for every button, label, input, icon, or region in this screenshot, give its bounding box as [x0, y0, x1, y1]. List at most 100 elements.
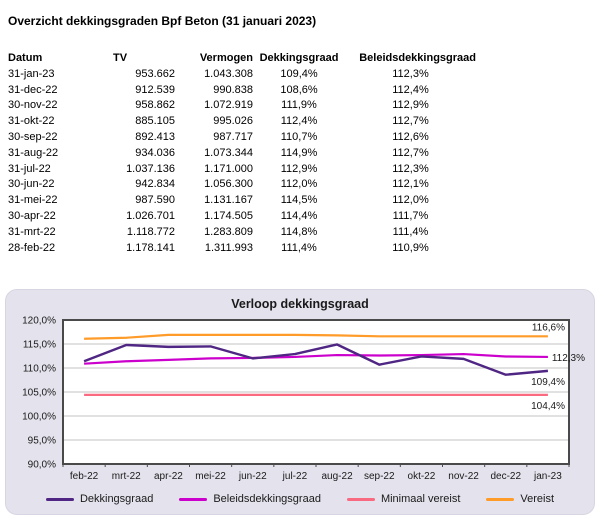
series-end-label-minimaal-vereist: 104,4% [531, 401, 565, 412]
legend-item-beleidsdekkingsgraad: Beleidsdekkingsgraad [179, 493, 321, 505]
table-cell-dekkingsgraad: 110,7% [280, 130, 318, 143]
table-cell-vermogen: 990.838 [213, 83, 253, 96]
table-cell-beleidsdekkingsgraad: 110,9% [392, 241, 429, 254]
table-cell-vermogen: 1.171.000 [204, 162, 253, 175]
table-cell-datum: 30-jun-22 [8, 178, 55, 191]
series-end-label-beleidsdekkingsgraad: 112,3% [552, 353, 585, 364]
y-axis-tick-label: 95,0% [28, 436, 56, 447]
table-cell-datum: 31-mei-22 [8, 194, 58, 207]
x-axis-tick-label: dec-22 [490, 471, 521, 482]
table-cell-dekkingsgraad: 112,9% [280, 162, 318, 175]
legend-swatch [179, 497, 208, 501]
legend-item-minimaal-vereist: Minimaal vereist [346, 493, 461, 505]
table-cell-dekkingsgraad: 111,9% [281, 99, 317, 112]
table-cell-datum: 28-feb-22 [8, 241, 56, 254]
table-cell-dekkingsgraad: 114,8% [280, 225, 318, 238]
table-cell-tv: 942.834 [135, 178, 175, 191]
x-axis-tick-label: jul-22 [282, 471, 308, 482]
table-cell-datum: 30-apr-22 [8, 209, 56, 222]
table-cell-beleidsdekkingsgraad: 112,3% [392, 67, 429, 80]
series-end-label-vereist: 116,6% [532, 322, 565, 333]
table-header-datum: Datum [8, 52, 43, 64]
table-cell-vermogen: 987.717 [213, 130, 253, 143]
table-cell-vermogen: 1.072.919 [204, 99, 253, 112]
table-cell-beleidsdekkingsgraad: 112,1% [392, 178, 429, 191]
series-end-label-dekkingsgraad: 109,4% [531, 377, 565, 388]
y-axis-tick-label: 120,0% [22, 316, 56, 327]
series-line-beleidsdekkingsgraad [84, 352, 548, 365]
legend-swatch [45, 497, 74, 501]
page-title: Overzicht dekkingsgraden Bpf Beton (31 j… [8, 14, 317, 28]
table-cell-tv: 885.105 [135, 115, 175, 128]
table-cell-datum: 31-jul-22 [8, 162, 51, 175]
legend-item-dekkingsgraad: Dekkingsgraad [45, 493, 154, 505]
table-cell-tv: 987.590 [135, 194, 175, 207]
table-cell-tv: 1.026.701 [126, 209, 175, 222]
table-cell-beleidsdekkingsgraad: 112,3% [392, 162, 429, 175]
table-cell-beleidsdekkingsgraad: 111,4% [392, 225, 429, 238]
table-cell-dekkingsgraad: 114,4% [280, 209, 318, 222]
table-cell-beleidsdekkingsgraad: 112,6% [392, 130, 429, 143]
table-cell-tv: 934.036 [135, 146, 175, 159]
y-axis-tick-label: 110,0% [23, 364, 56, 375]
x-axis-tick-label: feb-22 [70, 471, 99, 482]
series-line-vereist [84, 333, 548, 340]
legend-label: Dekkingsgraad [79, 493, 154, 505]
table-cell-beleidsdekkingsgraad: 112,7% [392, 115, 429, 128]
table-cell-beleidsdekkingsgraad: 112,7% [392, 146, 429, 159]
table-cell-dekkingsgraad: 109,4% [280, 67, 318, 80]
table-cell-tv: 958.862 [135, 99, 175, 112]
table-cell-tv: 892.413 [135, 130, 175, 143]
table-cell-dekkingsgraad: 114,5% [280, 194, 318, 207]
y-axis-tick-label: 90,0% [28, 460, 56, 471]
table-cell-datum: 31-dec-22 [8, 83, 58, 96]
legend-swatch [486, 497, 515, 501]
table-cell-datum: 30-nov-22 [8, 99, 58, 112]
series-line-dekkingsgraad [83, 343, 549, 376]
table-cell-beleidsdekkingsgraad: 111,7% [392, 209, 429, 222]
table-cell-dekkingsgraad: 108,6% [280, 83, 318, 96]
table-cell-vermogen: 1.073.344 [204, 146, 253, 159]
chart-title: Verloop dekkingsgraad [231, 297, 369, 311]
x-axis-tick-label: mei-22 [195, 471, 226, 482]
table-cell-vermogen: 1.311.993 [204, 241, 253, 254]
chart-legend: Dekkingsgraad Beleidsdekkingsgraad Minimaa… [6, 493, 594, 505]
table-cell-datum: 31-okt-22 [8, 115, 55, 128]
table-cell-vermogen: 1.131.167 [204, 194, 253, 207]
legend-label: Minimaal vereist [380, 493, 461, 505]
table-header-beleidsdekkingsgraad: Beleidsdekkingsgraad [359, 52, 476, 64]
legend-label: Beleidsdekkingsgraad [213, 493, 321, 505]
table-cell-dekkingsgraad: 111,4% [281, 241, 317, 254]
legend-label: Vereist [520, 493, 555, 505]
table-cell-vermogen: 1.174.505 [204, 209, 253, 222]
x-axis-tick-label: mrt-22 [112, 471, 141, 482]
table-cell-dekkingsgraad: 114,9% [280, 146, 318, 159]
table-header-dekkingsgraad: Dekkingsgraad [259, 52, 339, 64]
legend-item-vereist: Vereist [486, 493, 554, 505]
table-cell-tv: 1.118.772 [126, 225, 175, 238]
x-axis-tick-label: jun-22 [238, 471, 267, 482]
coverage-chart: 120,0% 115,0% 110,0% 105,0% 100,0% 95,0% 90,0%… [22, 316, 585, 483]
x-axis-tick-label: jan-23 [533, 471, 562, 482]
y-axis-tick-label: 105,0% [22, 388, 56, 399]
table-cell-vermogen: 1.043.308 [204, 67, 253, 80]
chart-panel: Verloop dekkingsgraad 120,0% 115,0% 110,0%… [5, 289, 595, 515]
x-axis-tick-label: sep-22 [364, 471, 395, 482]
table-cell-datum: 31-mrt-22 [8, 225, 56, 238]
table-header-tv: TV [113, 52, 128, 64]
y-axis-tick-label: 115,0% [23, 340, 56, 351]
coverage-table: Datum TV Vermogen Dekkingsgraad Beleidsd… [8, 51, 476, 256]
table-cell-vermogen: 995.026 [213, 115, 253, 128]
table-cell-tv: 1.178.141 [126, 241, 175, 254]
legend-swatch [346, 497, 375, 501]
table-cell-dekkingsgraad: 112,4% [280, 115, 318, 128]
x-axis-tick-label: nov-22 [448, 471, 479, 482]
table-cell-datum: 31-aug-22 [8, 146, 59, 159]
table-cell-dekkingsgraad: 112,0% [280, 178, 318, 191]
table-cell-vermogen: 1.056.300 [204, 178, 253, 191]
table-cell-beleidsdekkingsgraad: 112,4% [392, 83, 429, 96]
table-cell-vermogen: 1.283.809 [204, 225, 253, 238]
table-header-vermogen: Vermogen [199, 52, 253, 64]
table-cell-tv: 953.662 [135, 67, 175, 80]
table-cell-tv: 912.539 [135, 83, 175, 96]
